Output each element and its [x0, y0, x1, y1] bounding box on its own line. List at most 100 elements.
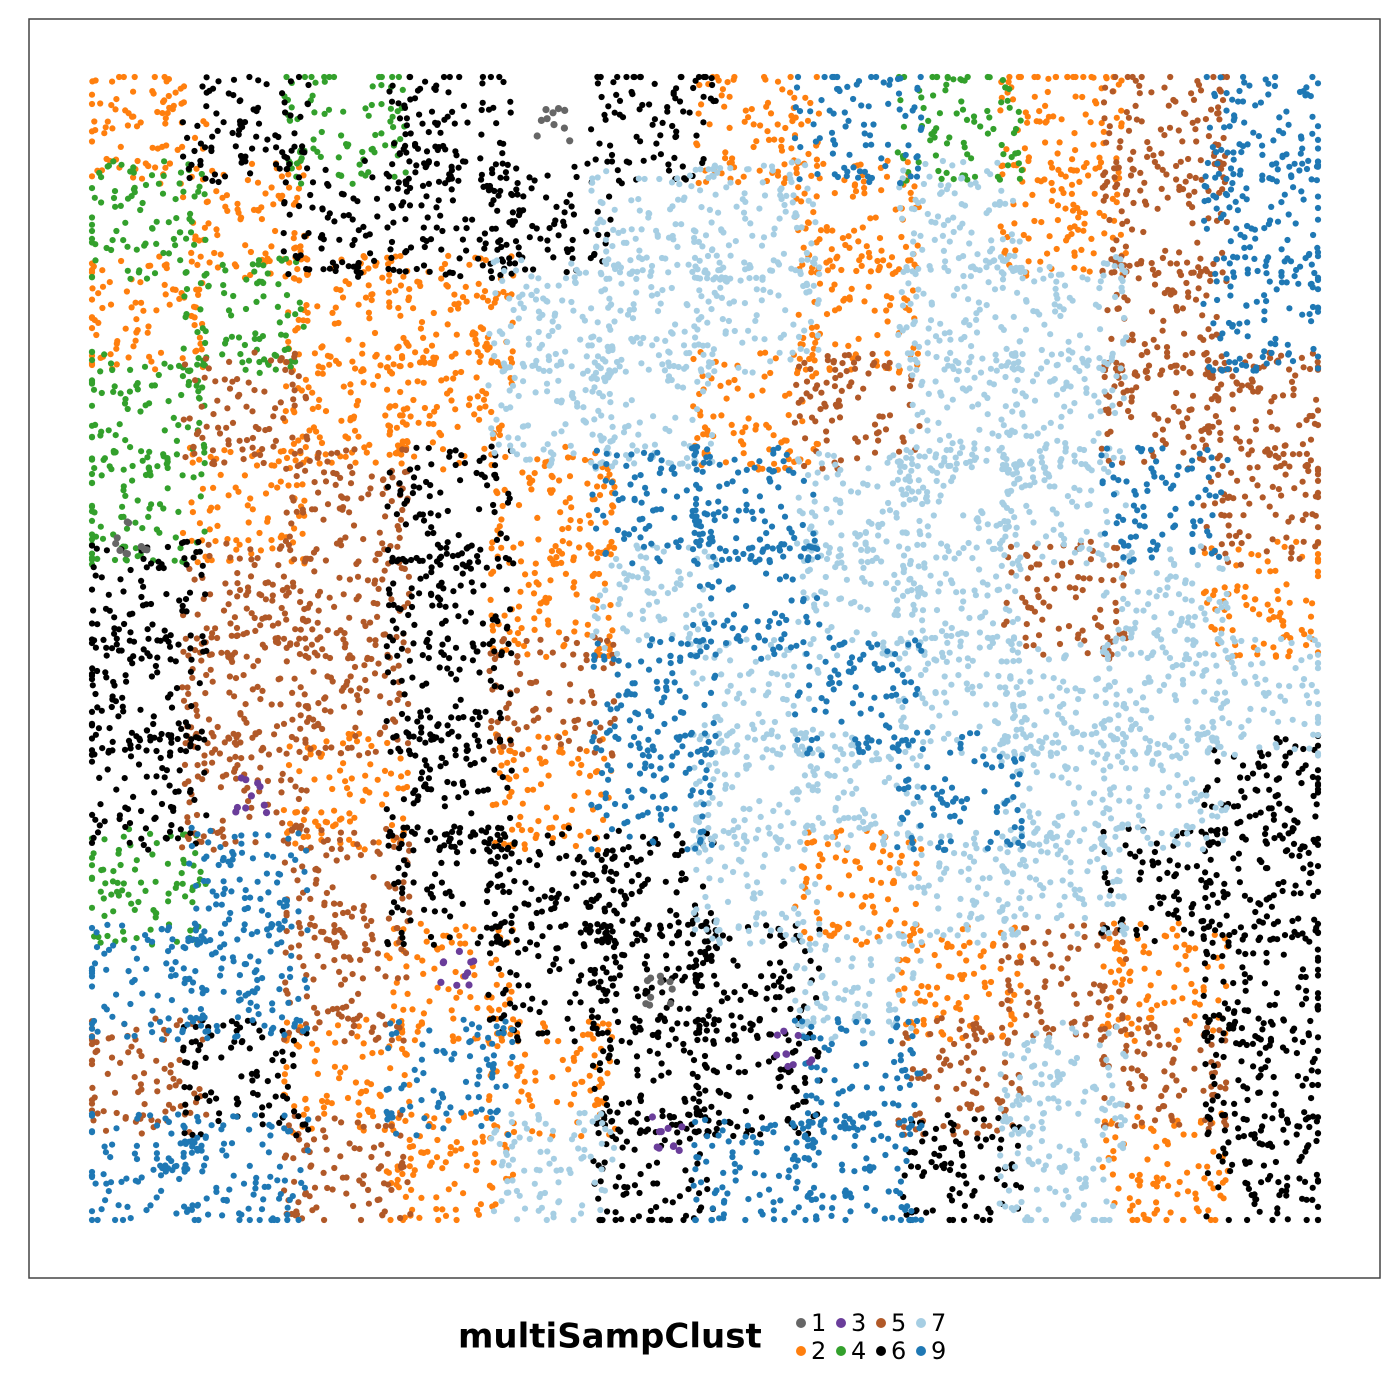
cell-dot: [965, 1042, 972, 1049]
cell-dot: [247, 170, 254, 177]
cell-dot: [489, 1184, 496, 1191]
cell-dot: [197, 868, 204, 876]
cell-dot: [556, 477, 563, 484]
cell-dot: [403, 421, 410, 428]
cell-dot: [314, 952, 321, 960]
cell-dot: [418, 1194, 425, 1201]
cell-dot: [385, 261, 392, 268]
cell-dot: [876, 235, 884, 242]
cell-dot: [1160, 1175, 1167, 1182]
cell-dot: [130, 88, 137, 95]
cell-dot: [323, 852, 330, 859]
cell-dot: [1145, 1216, 1153, 1224]
cell-dot: [327, 708, 334, 715]
cell-dot: [292, 783, 299, 790]
cell-dot: [860, 178, 868, 185]
cell-dot: [1132, 102, 1139, 109]
cell-dot: [576, 746, 584, 753]
cell-dot: [412, 349, 419, 356]
cell-dot: [1222, 1085, 1229, 1092]
cell-dot: [128, 1043, 135, 1050]
cell-dot: [214, 522, 221, 530]
cell-dot: [524, 786, 531, 794]
cell-dot: [336, 816, 343, 823]
cell-dot: [1064, 975, 1071, 982]
cell-dot: [1203, 292, 1210, 299]
cell-dot: [268, 701, 275, 708]
cell-dot: [142, 887, 149, 895]
cell-dot: [209, 678, 216, 685]
cell-dot: [1075, 945, 1082, 953]
cell-dot: [961, 144, 968, 151]
cell-dot: [511, 720, 518, 727]
cell-dot: [740, 173, 747, 180]
cell-dot: [385, 1181, 392, 1188]
cell-dot: [1228, 469, 1235, 476]
cell-dot: [388, 1037, 395, 1044]
cell-dot: [947, 1036, 954, 1043]
cell-dot: [241, 119, 249, 126]
cell-dot: [1172, 98, 1179, 105]
cell-dot: [306, 1193, 313, 1200]
cell-dot: [1016, 1086, 1023, 1093]
cell-dot: [162, 164, 169, 171]
cell-dot: [376, 1011, 383, 1018]
cell-dot: [1124, 297, 1131, 304]
cell-dot: [532, 705, 539, 713]
cell-dot: [262, 146, 269, 153]
cell-dot: [101, 455, 108, 462]
cell-dot: [377, 693, 384, 700]
cell-dot: [1171, 984, 1178, 991]
cell-dot: [1062, 205, 1069, 212]
cell-dot: [348, 775, 355, 782]
cell-dot: [611, 544, 618, 552]
cell-dot: [388, 498, 395, 505]
cell-dot: [1145, 950, 1153, 957]
cell-dot: [406, 1081, 413, 1088]
cell-dot: [319, 646, 326, 653]
cell-dot: [880, 848, 887, 855]
cell-dot: [939, 1047, 946, 1054]
cell-dot: [120, 928, 127, 935]
cell-dot: [845, 872, 853, 879]
cell-dot: [1218, 963, 1225, 970]
cell-dot: [365, 1200, 372, 1207]
cell-dot: [95, 319, 102, 326]
cell-dot: [1266, 503, 1273, 510]
cell-dot: [476, 358, 483, 366]
cell-dot: [266, 257, 273, 265]
cell-dot: [570, 584, 577, 591]
cell-dot: [283, 509, 290, 516]
cell-dot: [1291, 485, 1298, 492]
cell-dot: [232, 484, 239, 491]
cell-dot: [439, 446, 447, 453]
cell-dot: [1289, 451, 1297, 458]
cell-dot: [541, 1023, 549, 1030]
cell-dot: [90, 386, 98, 393]
cell-dot: [111, 1089, 119, 1096]
cell-dot: [549, 487, 556, 494]
cell-dot: [227, 620, 234, 627]
cell-dot: [130, 164, 137, 171]
cell-dot: [860, 902, 867, 909]
cell-dot: [1129, 337, 1136, 344]
cell-dot: [295, 185, 302, 192]
cell-dot: [785, 412, 792, 419]
cell-dot: [813, 73, 820, 81]
cell-dot: [920, 1016, 927, 1024]
cell-dot: [135, 898, 142, 906]
cell-dot: [831, 281, 838, 288]
cell-dot: [318, 827, 325, 834]
cell-dot: [180, 153, 187, 160]
cell-dot: [1246, 500, 1253, 507]
cell-dot: [358, 495, 365, 502]
cell-dot: [163, 78, 170, 85]
cell-dot: [406, 286, 413, 293]
cell-dot: [309, 1040, 316, 1047]
cell-dot: [1188, 980, 1195, 988]
cell-dot: [1169, 925, 1176, 933]
cell-dot: [201, 374, 208, 381]
cell-dot: [283, 750, 290, 757]
cell-dot: [1017, 953, 1024, 960]
cell-dot: [133, 1026, 140, 1033]
